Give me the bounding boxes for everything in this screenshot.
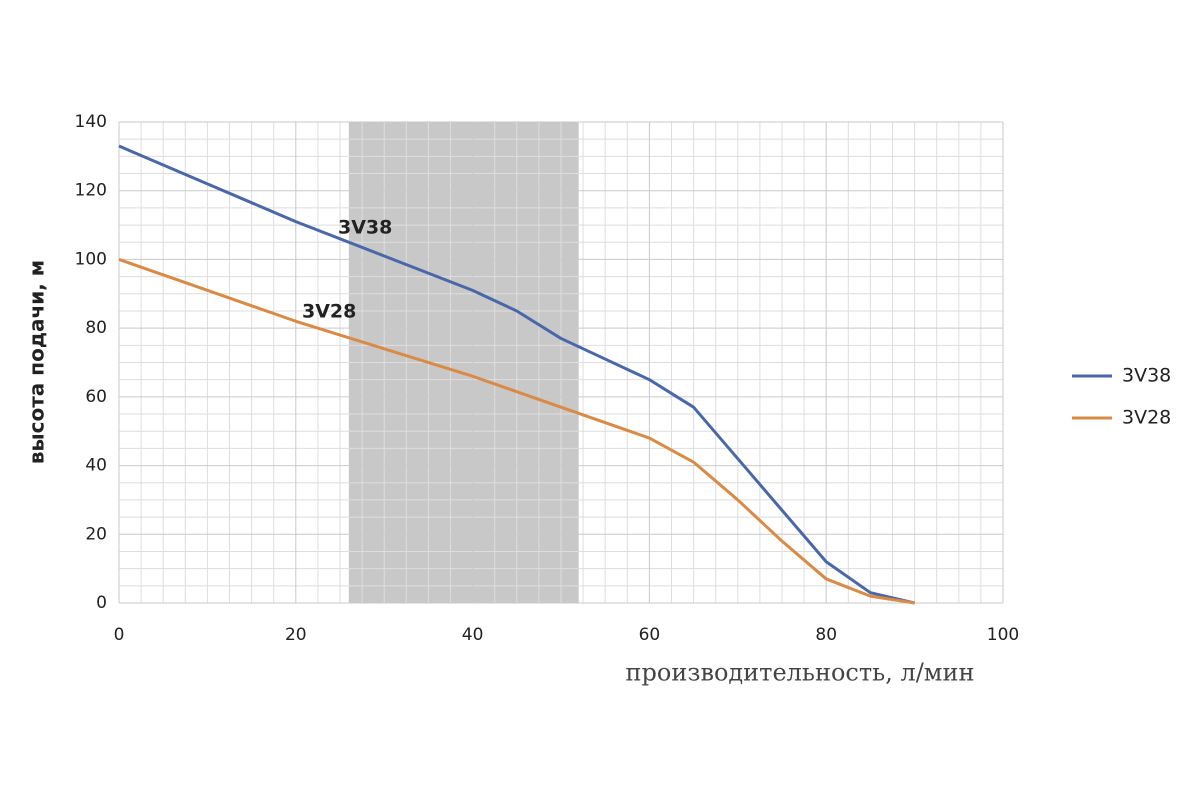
y-tick-label: 60 (85, 387, 107, 407)
x-tick-label: 100 (987, 625, 1019, 645)
y-axis-label: высота подачи, м (25, 260, 49, 464)
series-line (118, 144, 915, 605)
x-tick-label: 40 (462, 625, 484, 645)
y-tick-label: 140 (75, 112, 107, 132)
x-tick-label: 60 (639, 625, 661, 645)
legend-label: 3V38 (1122, 365, 1171, 387)
y-tick-label: 80 (85, 318, 107, 338)
x-tick-label: 0 (114, 625, 125, 645)
annotation: 3V38 (338, 217, 392, 239)
y-tick-label: 120 (75, 181, 107, 201)
series-line (118, 258, 915, 605)
y-tick-label: 40 (85, 456, 107, 476)
annotation: 3V28 (302, 301, 356, 323)
x-tick-label: 20 (285, 625, 307, 645)
y-tick-label: 0 (96, 593, 107, 613)
legend-label: 3V28 (1122, 407, 1171, 429)
x-tick-label: 80 (815, 625, 837, 645)
y-tick-label: 20 (85, 524, 107, 544)
y-tick-label: 100 (75, 249, 107, 269)
x-axis-label: производительность, л/мин (626, 659, 975, 687)
